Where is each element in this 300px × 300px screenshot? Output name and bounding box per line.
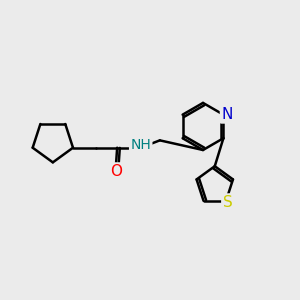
- Text: NH: NH: [130, 138, 151, 152]
- Text: S: S: [223, 195, 232, 210]
- Text: N: N: [221, 107, 232, 122]
- Text: O: O: [110, 164, 122, 179]
